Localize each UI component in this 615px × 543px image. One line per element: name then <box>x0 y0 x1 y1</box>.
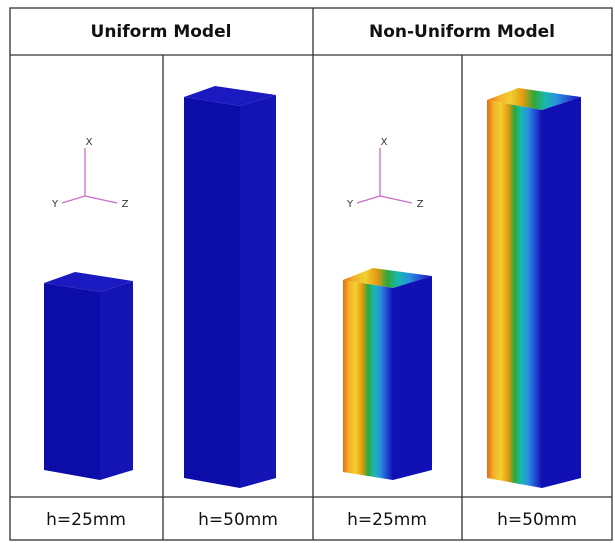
axis-label: X <box>86 137 93 148</box>
footer-cell: h=25mm <box>46 510 126 530</box>
footer-cell: h=25mm <box>347 510 427 530</box>
footer-cell: h=50mm <box>198 510 278 530</box>
axis-triad: X Y Z <box>346 137 424 210</box>
axis-label: Y <box>51 199 59 210</box>
header-cell: Non-Uniform Model <box>369 22 555 42</box>
axis-label: Z <box>122 199 129 210</box>
axis-triad: X Y Z <box>51 137 129 210</box>
uniform-block-short <box>44 272 133 480</box>
axis-label: Y <box>346 199 354 210</box>
footer-cell: h=50mm <box>497 510 577 530</box>
nonuniform-block-short <box>343 268 432 480</box>
nonuniform-block-tall <box>487 88 581 488</box>
axis-label: X <box>381 137 388 148</box>
page: Uniform Model Non-Uniform Model X Y Z X … <box>0 0 615 543</box>
axis-label: Z <box>417 199 424 210</box>
uniform-block-tall <box>184 86 276 488</box>
header-cell: Uniform Model <box>91 22 232 42</box>
table-figure: Uniform Model Non-Uniform Model X Y Z X … <box>0 0 615 543</box>
